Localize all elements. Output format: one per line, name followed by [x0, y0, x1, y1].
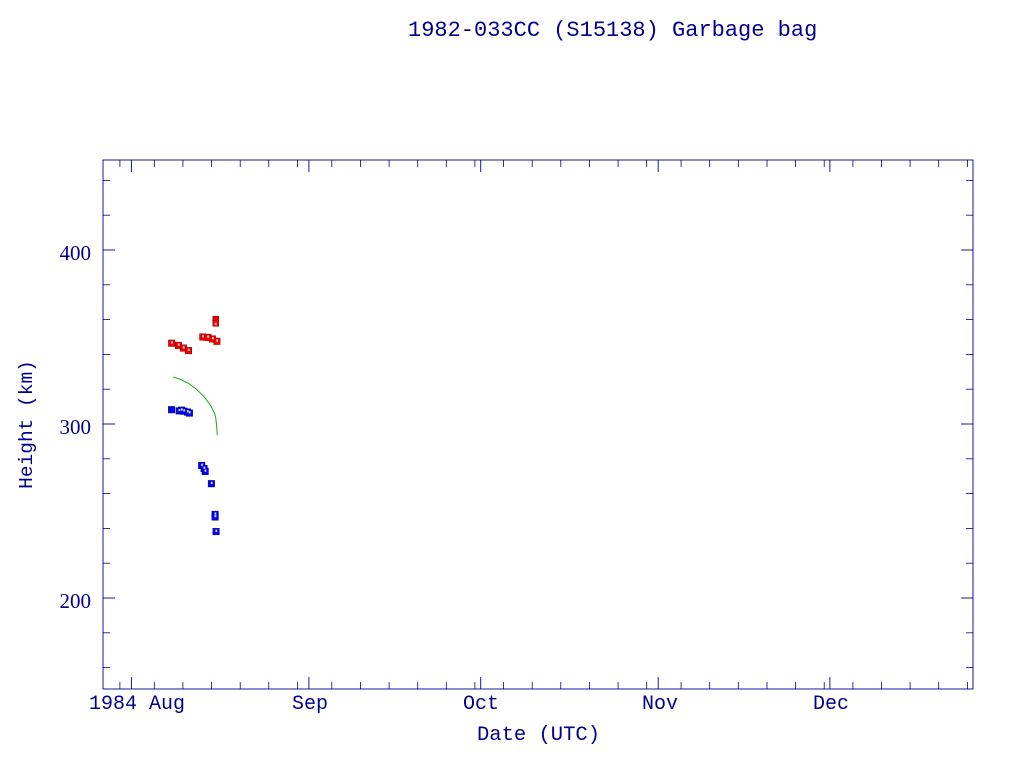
svg-text:Height (km): Height (km) — [16, 360, 38, 489]
svg-text:300: 300 — [60, 415, 92, 439]
svg-text:400: 400 — [60, 241, 92, 265]
svg-text:Dec: Dec — [813, 693, 849, 716]
svg-text:Sep: Sep — [292, 693, 328, 716]
svg-text:1984 Aug: 1984 Aug — [89, 693, 185, 716]
svg-text:Oct: Oct — [463, 693, 499, 716]
svg-text:Date (UTC): Date (UTC) — [477, 724, 600, 747]
svg-text:1982-033CC (S15138) Garbage ba: 1982-033CC (S15138) Garbage bag — [408, 18, 817, 43]
svg-text:200: 200 — [60, 589, 92, 613]
svg-text:Nov: Nov — [642, 693, 678, 716]
